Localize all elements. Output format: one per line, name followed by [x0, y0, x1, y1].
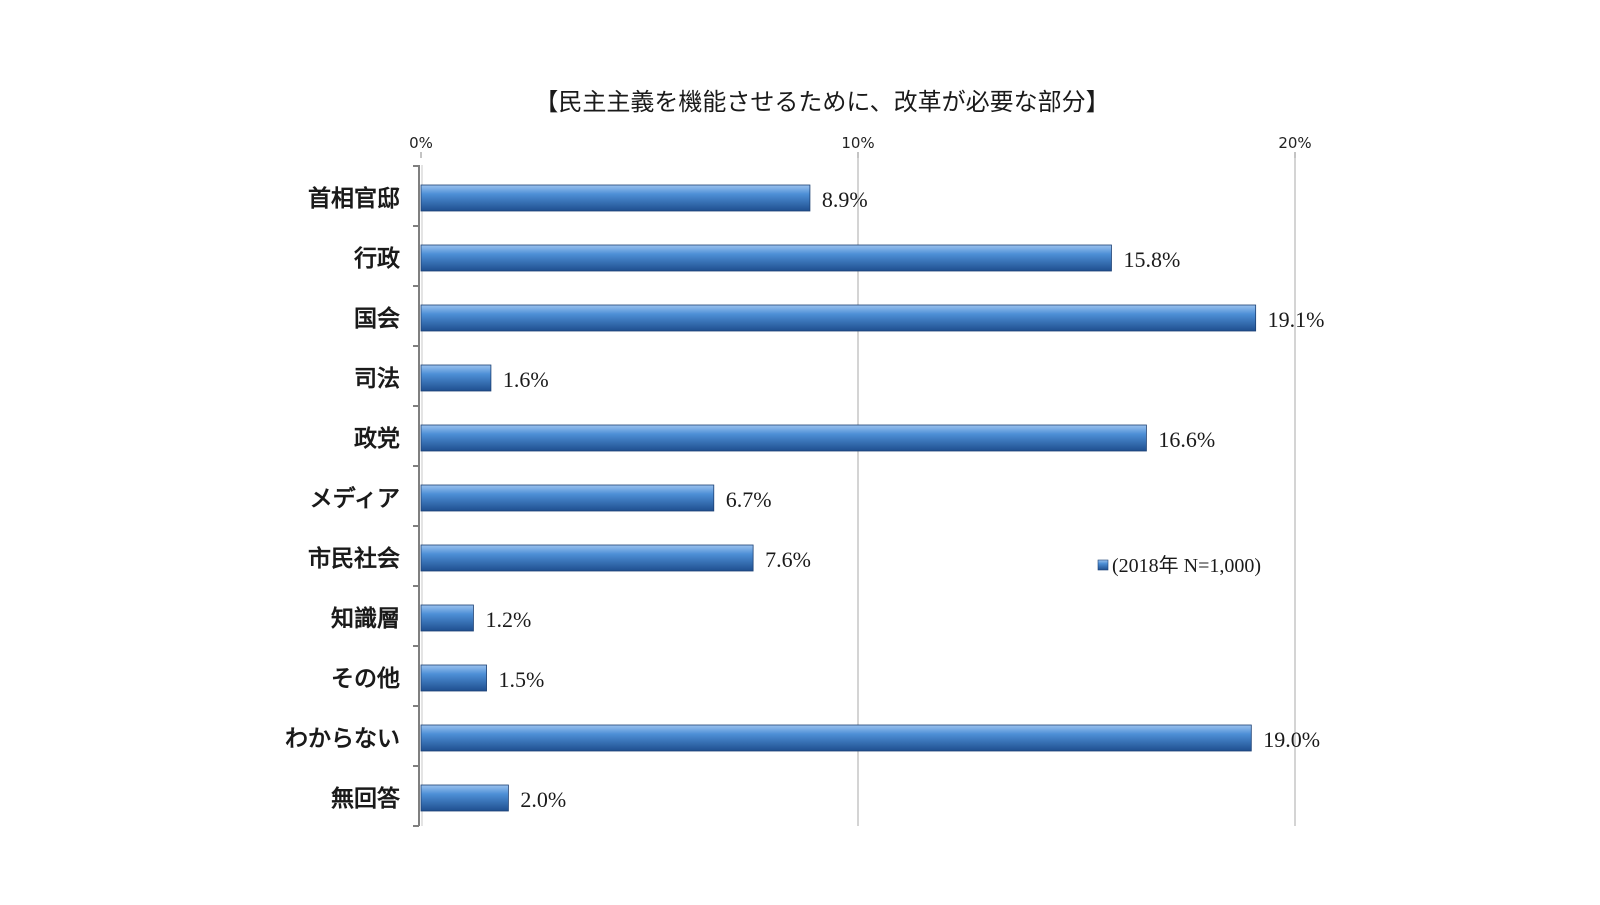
category-label: わからない [285, 726, 400, 752]
category-label: 政党 [354, 426, 400, 452]
bar [420, 244, 1112, 272]
bars [420, 184, 1257, 812]
legend: (2018年 N=1,000) [1097, 554, 1261, 577]
category-label: 知識層 [331, 605, 400, 632]
category-label: 無回答 [331, 785, 401, 812]
legend-swatch [1097, 559, 1109, 571]
bar [420, 184, 811, 212]
bar [420, 604, 474, 632]
bar [420, 484, 715, 512]
data-label: 6.7% [726, 487, 772, 512]
chart-title: 【民主主義を機能させるために、改革が必要な部分】 [534, 88, 1109, 116]
data-label: 7.6% [765, 547, 811, 572]
data-label: 16.6% [1158, 427, 1215, 452]
category-label: メディア [310, 485, 400, 512]
bar [420, 304, 1257, 332]
data-label: 1.6% [503, 367, 549, 392]
bar [420, 724, 1252, 752]
axes: 0% 10% 20% [409, 134, 1312, 827]
data-label: 19.1% [1268, 307, 1325, 332]
category-label: 国会 [354, 305, 400, 332]
data-label: 1.2% [485, 607, 531, 632]
data-label: 2.0% [520, 787, 566, 812]
legend-label: (2018年 N=1,000) [1112, 554, 1261, 577]
category-label: 行政 [353, 245, 401, 272]
bar [420, 664, 487, 692]
bar [420, 424, 1147, 452]
bar [420, 364, 492, 392]
data-label: 1.5% [499, 667, 545, 692]
x-tick-label: 0% [409, 134, 433, 152]
data-label: 19.0% [1263, 727, 1320, 752]
x-tick-label: 10% [841, 134, 874, 152]
bar [420, 544, 754, 572]
bar [420, 784, 509, 812]
category-label: 市民社会 [308, 545, 400, 572]
data-label: 15.8% [1123, 247, 1180, 272]
x-tick-label: 20% [1278, 134, 1311, 152]
category-label: 首相官邸 [308, 185, 400, 212]
category-label: その他 [331, 666, 400, 692]
data-label: 8.9% [822, 187, 868, 212]
category-label: 司法 [354, 366, 400, 392]
labels: 首相官邸 8.9% 行政 15.8% 国会 19.1% 司法 1.6% 政党 16.6% メディア 6… [285, 185, 1324, 812]
